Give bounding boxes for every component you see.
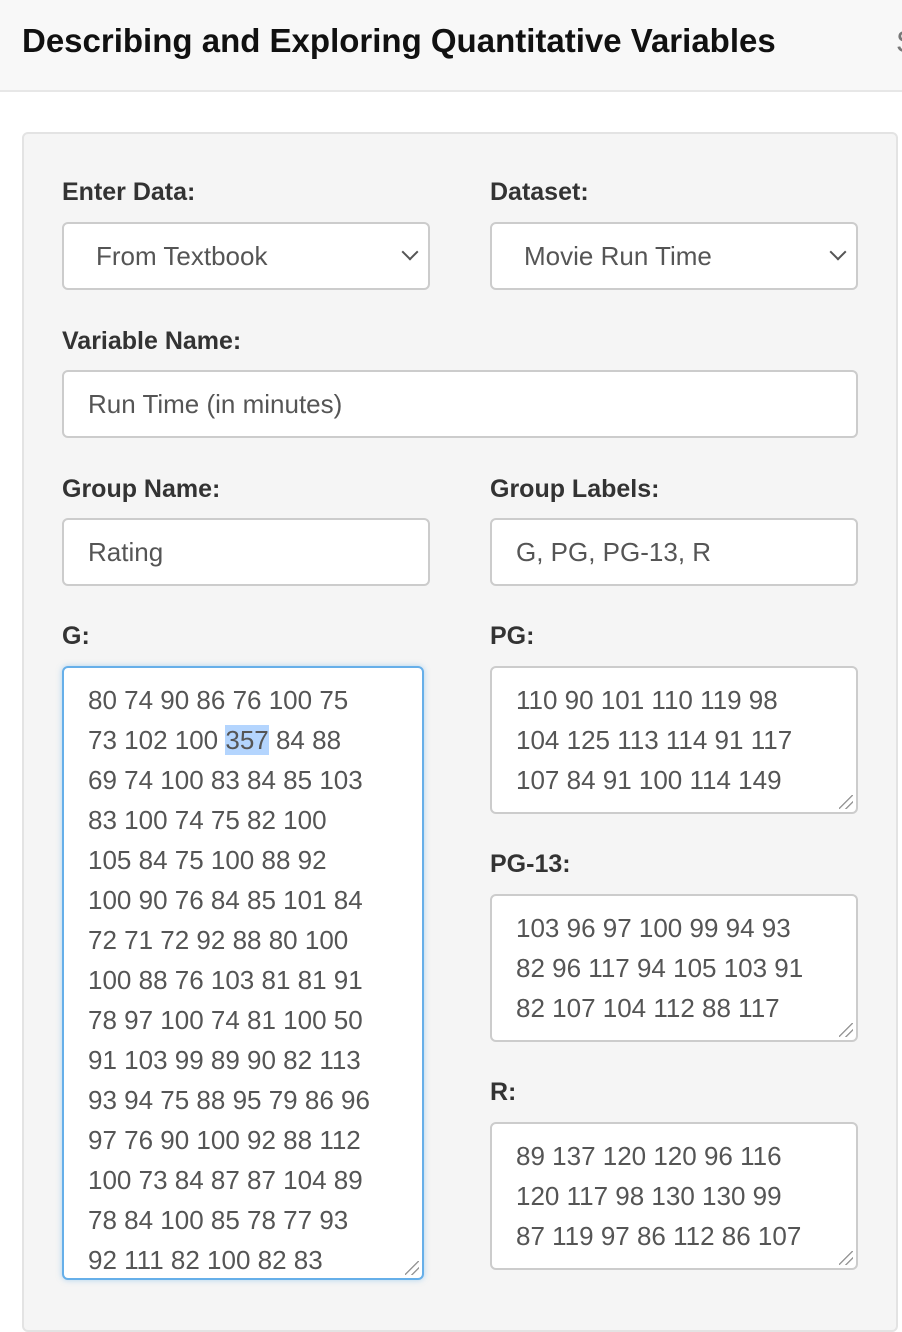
- variable-name-label: Variable Name:: [62, 327, 242, 355]
- line-text: 73 102 100: [88, 725, 226, 755]
- variable-name-value: Run Time (in minutes): [88, 388, 343, 419]
- dataset-select[interactable]: Movie Run Time: [490, 222, 858, 290]
- line: 104 125 113 114 91 117: [516, 725, 793, 755]
- line: 107 84 91 100 114 149: [516, 765, 782, 795]
- line: 82 107 104 112 88 117: [516, 993, 780, 1023]
- line: 91 103 99 89 90 82 113: [88, 1045, 361, 1075]
- line: 73 102 100 357 84 88: [88, 720, 422, 760]
- group-labels-input[interactable]: G, PG, PG-13, R: [490, 518, 858, 586]
- resize-handle-icon[interactable]: [839, 795, 853, 809]
- group-r-textarea[interactable]: 89 137 120 120 96 116 120 117 98 130 130…: [490, 1122, 858, 1270]
- line: 87 119 97 86 112 86 107: [516, 1221, 802, 1251]
- variable-name-input[interactable]: Run Time (in minutes): [62, 370, 858, 438]
- nav-tab-partial[interactable]: S: [896, 24, 902, 60]
- line: 82 96 117 94 105 103 91: [516, 953, 804, 983]
- group-name-input[interactable]: Rating: [62, 518, 430, 586]
- resize-handle-icon[interactable]: [405, 1261, 419, 1275]
- group-labels-label: Group Labels:: [490, 475, 660, 503]
- group-labels-value: G, PG, PG-13, R: [516, 536, 712, 567]
- line: 93 94 75 88 95 79 86 96: [88, 1085, 370, 1115]
- line: 110 90 101 110 119 98: [516, 685, 778, 715]
- chevron-down-icon: [829, 243, 847, 261]
- dataset-value: Movie Run Time: [524, 240, 712, 271]
- group-g-label: G:: [62, 622, 90, 650]
- line: 80 74 90 86 76 100 75: [88, 685, 349, 715]
- line: 100 73 84 87 87 104 89: [88, 1165, 363, 1195]
- navbar: Describing and Exploring Quantitative Va…: [0, 0, 902, 92]
- group-pg13-label: PG-13:: [490, 850, 571, 878]
- group-pg13-textarea[interactable]: 103 96 97 100 99 94 93 82 96 117 94 105 …: [490, 894, 858, 1042]
- enter-data-select[interactable]: From Textbook: [62, 222, 430, 290]
- line: 100 90 76 84 85 101 84: [88, 885, 363, 915]
- enter-data-label: Enter Data:: [62, 178, 196, 206]
- group-name-value: Rating: [88, 536, 164, 567]
- line: 97 76 90 100 92 88 112: [88, 1125, 361, 1155]
- enter-data-value: From Textbook: [96, 240, 268, 271]
- dataset-label: Dataset:: [490, 178, 589, 206]
- line: 92 111 82 100 82 83: [88, 1245, 323, 1275]
- line: 120 117 98 130 130 99: [516, 1181, 782, 1211]
- line: 78 97 100 74 81 100 50: [88, 1005, 363, 1035]
- group-name-label: Group Name:: [62, 475, 221, 503]
- line: 100 88 76 103 81 81 91: [88, 965, 363, 995]
- app-title[interactable]: Describing and Exploring Quantitative Va…: [22, 22, 776, 59]
- line: 103 96 97 100 99 94 93: [516, 913, 791, 943]
- line: 72 71 72 92 88 80 100: [88, 925, 349, 955]
- line: 78 84 100 85 78 77 93: [88, 1205, 349, 1235]
- resize-handle-icon[interactable]: [839, 1251, 853, 1265]
- group-g-textarea[interactable]: 80 74 90 86 76 100 75 73 102 100 357 84 …: [62, 666, 424, 1280]
- selected-text: 357: [225, 725, 269, 755]
- line-text: 84 88: [268, 725, 342, 755]
- line: 69 74 100 83 84 85 103: [88, 765, 363, 795]
- line: 83 100 74 75 82 100: [88, 805, 327, 835]
- group-r-label: R:: [490, 1078, 517, 1106]
- line: 89 137 120 120 96 116: [516, 1141, 782, 1171]
- chevron-down-icon: [401, 243, 419, 261]
- group-pg-label: PG:: [490, 622, 535, 650]
- resize-handle-icon[interactable]: [839, 1023, 853, 1037]
- group-pg-textarea[interactable]: 110 90 101 110 119 98 104 125 113 114 91…: [490, 666, 858, 814]
- line: 105 84 75 100 88 92: [88, 845, 327, 875]
